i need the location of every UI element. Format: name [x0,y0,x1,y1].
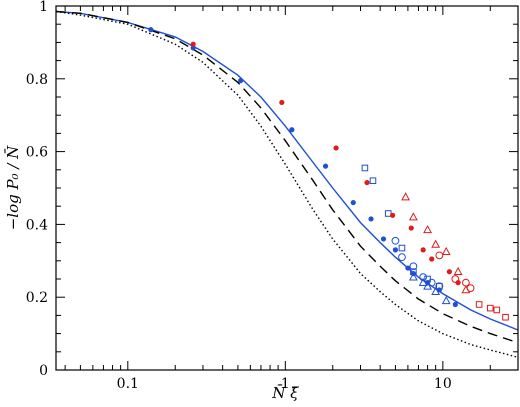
x-tick-label: 1 [281,376,290,392]
data-point-filled-circle [420,247,426,253]
data-point-open-triangle [441,295,451,305]
y-tick-label: 0.2 [26,290,48,306]
data-point-open-triangle [401,192,411,201]
y-tick-label: 0.6 [26,145,48,161]
data-point-filled-circle [333,145,339,151]
data-point-filled-circle [392,247,399,253]
data-point-open-square [486,304,494,312]
data-point-open-square [436,282,443,290]
data-point-open-square [493,306,501,314]
data-point-open-circle [427,278,436,287]
data-point-filled-circle [364,179,370,186]
data-point-open-circle [391,236,400,245]
data-point-open-circle [461,278,470,287]
data-point-open-triangle [441,246,451,255]
data-point-open-circle [451,275,460,283]
data-point-filled-circle [368,216,374,222]
data-point-open-triangle [423,225,433,234]
curve-solid [55,10,519,331]
x-tick-label: 10 [434,376,452,392]
data-point-open-triangle [423,281,433,290]
data-point-open-triangle [461,285,471,294]
data-point-filled-circle [190,45,196,51]
data-point-filled-circle [408,225,414,231]
data-point-open-square [502,313,509,321]
data-point-filled-circle [289,127,295,133]
data-point-open-circle [435,282,444,291]
plot-frame [55,5,519,371]
data-point-filled-circle [148,27,154,33]
data-point-open-triangle [418,277,428,286]
data-point-filled-circle [455,280,461,286]
data-point-open-square [369,177,377,185]
data-point-filled-circle [452,301,458,308]
y-tick-label: 0.4 [26,217,48,233]
x-tick-label: 0.1 [117,376,139,392]
y-axis-label: −log P₀ / N̄ [4,145,22,230]
y-tick-label: 0.8 [26,72,48,88]
data-point-filled-circle [405,265,411,271]
data-point-filled-circle [237,78,244,84]
data-point-open-square [361,164,369,172]
curve-dashed [55,10,519,344]
data-point-filled-circle [279,99,285,106]
axis-ticks [56,5,519,371]
data-point-open-square [398,244,406,252]
data-point-open-square [475,301,483,308]
data-point-filled-circle [390,212,396,218]
data-point-open-circle [409,262,418,271]
data-point-open-triangle [408,272,418,281]
data-point-open-triangle [453,266,463,276]
data-point-filled-circle [350,199,356,206]
data-point-filled-circle [380,236,387,242]
data-point-open-circle [419,273,428,282]
tick-labels: 0.1 1 10 0 0.2 0.4 0.6 0.8 1 [26,0,452,392]
data-point-filled-circle [446,269,452,275]
y-tick-label: 0 [39,363,48,379]
data-point-filled-circle [429,256,435,262]
data-point-filled-circle [190,41,196,47]
data-point-open-circle [466,284,475,293]
data-point-open-square [410,268,417,276]
data-point-open-triangle [408,212,418,221]
data-point-open-circle [398,253,406,262]
data-point-open-circle [435,251,444,260]
model-curves [55,10,519,358]
curve-dotted [55,10,519,358]
data-points [148,27,509,321]
x-axis-label: N̄ ξ̄ [271,384,299,402]
data-point-open-triangle [431,239,441,248]
y-tick-label: 1 [39,0,48,15]
data-point-open-triangle [431,286,441,296]
data-point-filled-circle [322,163,329,169]
